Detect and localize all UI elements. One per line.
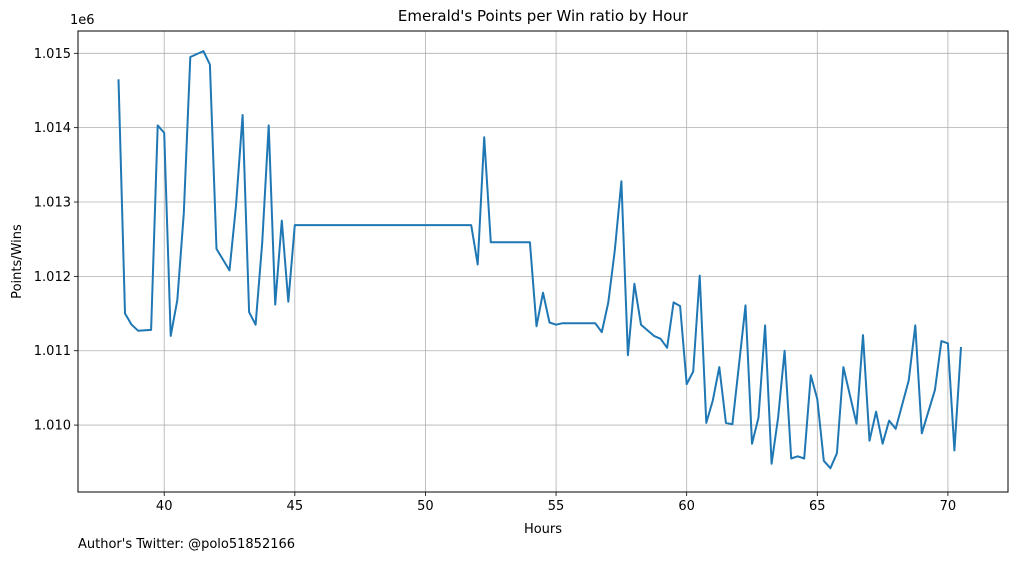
y-tick-label: 1.011 — [34, 344, 71, 359]
x-tick-label: 40 — [156, 499, 173, 514]
x-tick-label: 65 — [809, 499, 826, 514]
y-tick-label: 1.013 — [34, 196, 71, 211]
chart-title: Emerald's Points per Win ratio by Hour — [398, 7, 689, 25]
y-axis-label: Points/Wins — [10, 224, 25, 299]
plot-area-frame — [77, 30, 1009, 493]
series-line-points-per-win — [117, 50, 962, 470]
x-tick-label: 70 — [940, 499, 957, 514]
author-credit: Author's Twitter: @polo51852166 — [78, 537, 296, 552]
y-offset-label: 1e6 — [70, 13, 95, 28]
grid-lines — [78, 31, 1008, 492]
x-tick-label: 45 — [287, 499, 304, 514]
y-tick-label: 1.014 — [34, 121, 71, 136]
x-tick-label: 60 — [678, 499, 695, 514]
x-tick-label: 55 — [548, 499, 565, 514]
y-tick-label: 1.012 — [34, 270, 71, 285]
x-axis-label: Hours — [524, 522, 562, 537]
axis-ticks: 40 45 50 55 60 65 70 1.010 1.011 1.012 1.013 1.014 1… — [34, 47, 956, 514]
y-tick-label: 1.015 — [34, 47, 71, 62]
x-tick-label: 50 — [417, 499, 434, 514]
y-tick-label: 1.010 — [34, 419, 71, 434]
